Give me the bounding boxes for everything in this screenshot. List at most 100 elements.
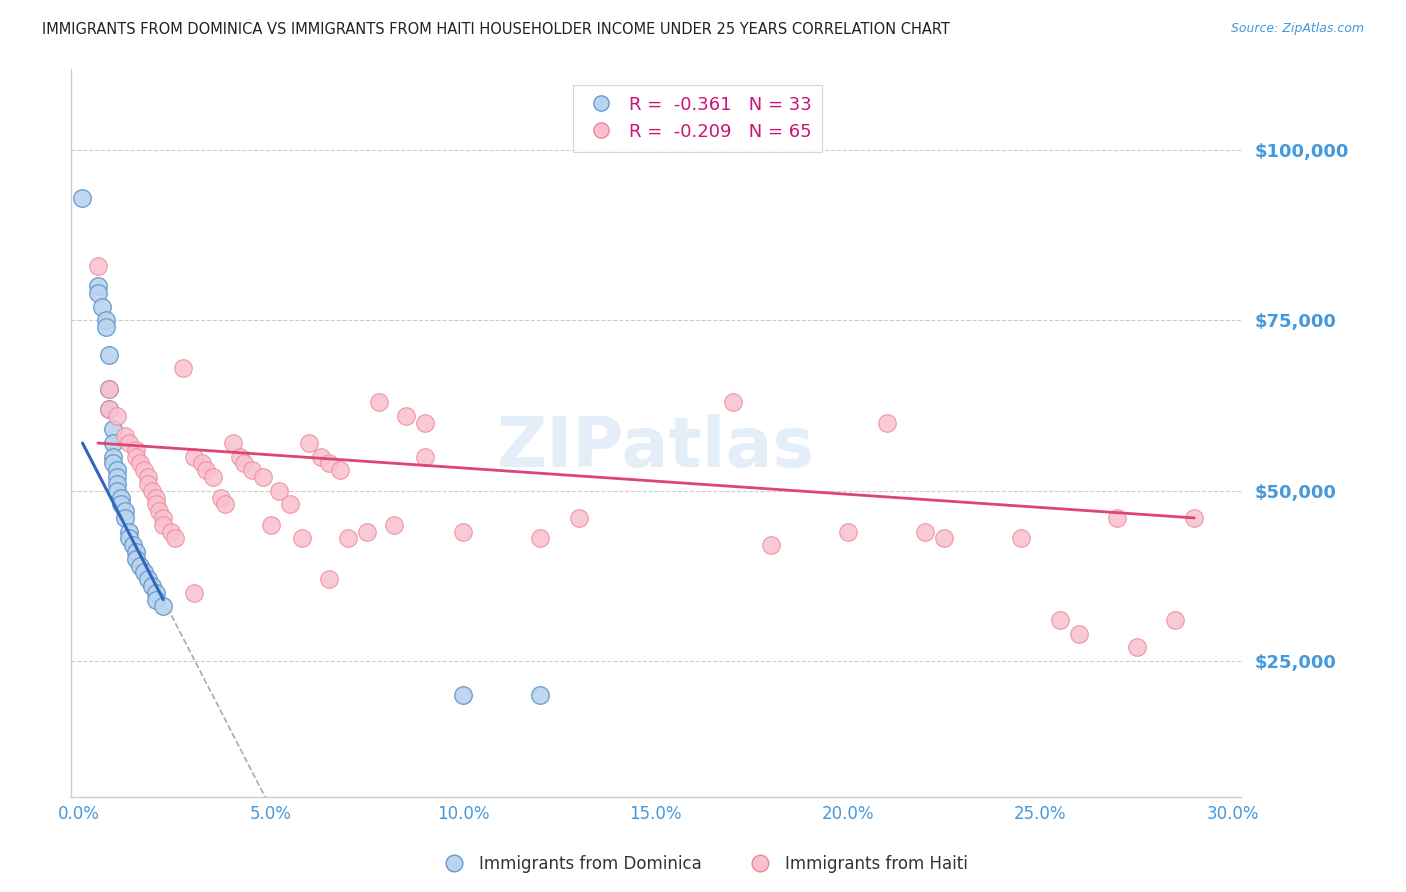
Point: [356, 524, 378, 539]
Point: [132, 463, 155, 477]
Point: [141, 483, 163, 498]
Point: [90, 300, 112, 314]
Point: [105, 483, 128, 498]
Point: [105, 463, 128, 477]
Point: [98, 347, 121, 361]
Point: [183, 586, 205, 600]
Point: [148, 504, 170, 518]
Point: [413, 450, 436, 464]
Point: [876, 416, 898, 430]
Point: [118, 524, 141, 539]
Point: [129, 558, 152, 573]
Point: [110, 491, 132, 505]
Point: [105, 476, 128, 491]
Point: [194, 463, 217, 477]
Point: [221, 436, 243, 450]
Text: IMMIGRANTS FROM DOMINICA VS IMMIGRANTS FROM HAITI HOUSEHOLDER INCOME UNDER 25 YE: IMMIGRANTS FROM DOMINICA VS IMMIGRANTS F…: [42, 22, 950, 37]
Point: [105, 470, 128, 484]
Point: [145, 586, 167, 600]
Point: [103, 436, 125, 450]
Point: [214, 497, 236, 511]
Point: [1010, 532, 1032, 546]
Point: [278, 497, 301, 511]
Point: [240, 463, 263, 477]
Point: [260, 517, 283, 532]
Point: [309, 450, 332, 464]
Point: [114, 511, 136, 525]
Point: [105, 409, 128, 423]
Point: [190, 457, 212, 471]
Point: [759, 538, 782, 552]
Point: [94, 320, 117, 334]
Point: [837, 524, 859, 539]
Point: [141, 579, 163, 593]
Point: [145, 491, 167, 505]
Point: [1107, 511, 1129, 525]
Legend: Immigrants from Dominica, Immigrants from Haiti: Immigrants from Dominica, Immigrants fro…: [432, 848, 974, 880]
Point: [129, 457, 152, 471]
Point: [114, 429, 136, 443]
Point: [209, 491, 232, 505]
Point: [1067, 626, 1090, 640]
Point: [163, 532, 186, 546]
Point: [529, 532, 551, 546]
Point: [121, 538, 143, 552]
Point: [110, 497, 132, 511]
Legend: R =  -0.361   N = 33, R =  -0.209   N = 65: R = -0.361 N = 33, R = -0.209 N = 65: [572, 85, 823, 152]
Point: [229, 450, 252, 464]
Point: [136, 470, 159, 484]
Point: [114, 504, 136, 518]
Point: [94, 313, 117, 327]
Point: [72, 191, 94, 205]
Point: [252, 470, 274, 484]
Point: [152, 517, 174, 532]
Point: [1164, 613, 1187, 627]
Point: [1049, 613, 1071, 627]
Point: [87, 286, 110, 301]
Point: [318, 572, 340, 586]
Point: [529, 688, 551, 702]
Text: ZIPatlas: ZIPatlas: [496, 414, 814, 481]
Point: [336, 532, 359, 546]
Point: [183, 450, 205, 464]
Text: Source: ZipAtlas.com: Source: ZipAtlas.com: [1230, 22, 1364, 36]
Point: [453, 688, 475, 702]
Point: [318, 457, 340, 471]
Point: [291, 532, 314, 546]
Point: [233, 457, 256, 471]
Point: [125, 545, 148, 559]
Point: [395, 409, 418, 423]
Point: [172, 361, 194, 376]
Point: [118, 532, 141, 546]
Point: [934, 532, 956, 546]
Point: [136, 572, 159, 586]
Point: [103, 422, 125, 436]
Point: [145, 592, 167, 607]
Point: [125, 442, 148, 457]
Point: [98, 382, 121, 396]
Point: [329, 463, 352, 477]
Point: [145, 497, 167, 511]
Point: [125, 551, 148, 566]
Point: [721, 395, 744, 409]
Point: [298, 436, 321, 450]
Point: [453, 524, 475, 539]
Point: [98, 402, 121, 417]
Point: [87, 279, 110, 293]
Point: [125, 450, 148, 464]
Point: [568, 511, 591, 525]
Point: [267, 483, 290, 498]
Point: [1125, 640, 1147, 655]
Point: [136, 476, 159, 491]
Point: [152, 599, 174, 614]
Point: [103, 450, 125, 464]
Point: [87, 259, 110, 273]
Point: [1182, 511, 1205, 525]
Point: [98, 402, 121, 417]
Point: [152, 511, 174, 525]
Point: [160, 524, 183, 539]
Point: [132, 566, 155, 580]
Point: [98, 382, 121, 396]
Point: [413, 416, 436, 430]
Point: [367, 395, 389, 409]
